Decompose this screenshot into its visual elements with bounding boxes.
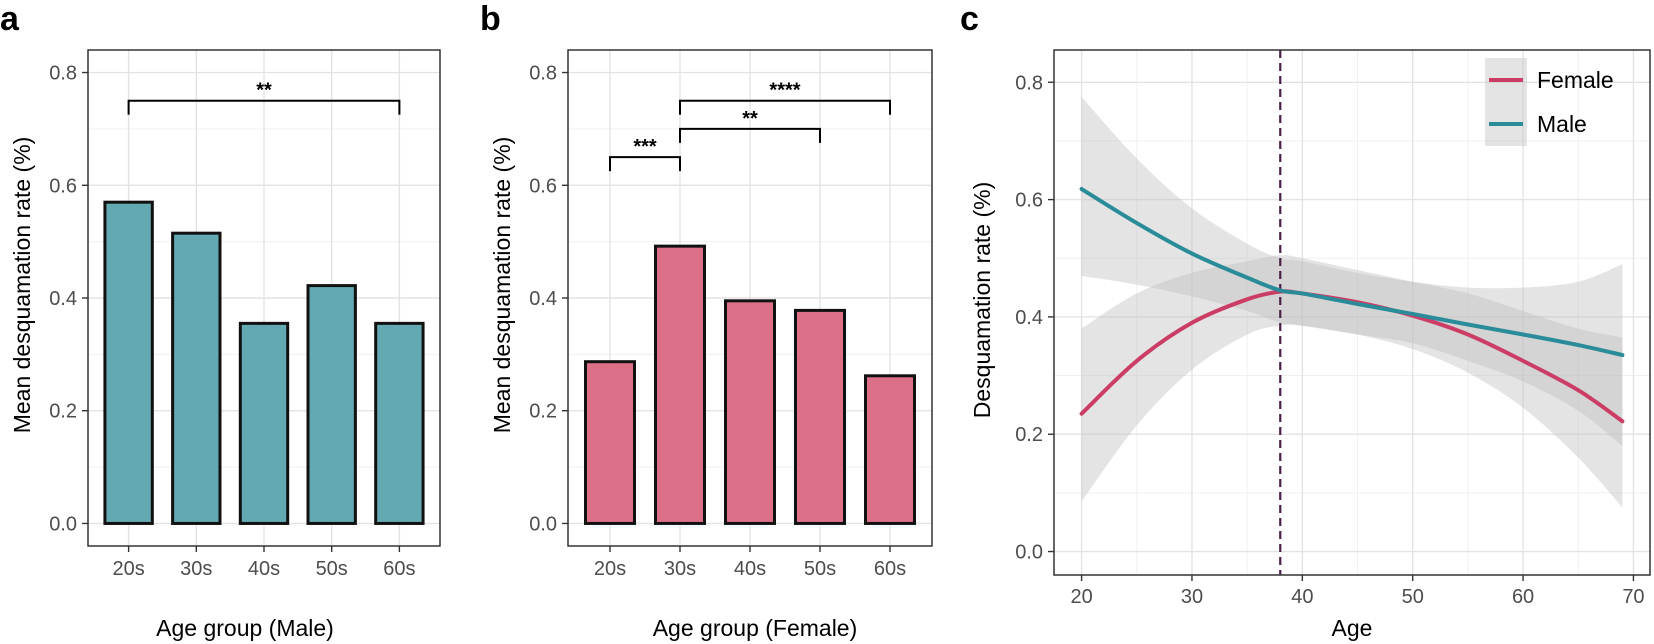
y-tick-label: 0.0	[1015, 542, 1043, 564]
x-tick-label: 30	[1181, 586, 1203, 608]
x-axis-title: Age	[1332, 615, 1373, 641]
y-tick-label: 0.6	[49, 175, 77, 197]
bar-60s	[864, 374, 916, 525]
series-lines	[1079, 187, 1625, 424]
x-tick-label: 50s	[316, 558, 348, 580]
bar-20s	[103, 200, 154, 525]
y-axis-title: Mean desquamation rate (%)	[489, 137, 515, 434]
x-tick-label: 20	[1070, 586, 1092, 608]
panel-a: a ** 0.0 0.2 0.4 0.6 0.8 20s 30s 40s 50s 60s Age…	[0, 0, 441, 641]
confidence-ribbons	[1081, 96, 1623, 508]
ci-ribbon-male	[1081, 96, 1623, 446]
bar-30s	[171, 231, 222, 525]
series-line-male	[1079, 187, 1625, 358]
y-tick-label: 0.4	[1015, 307, 1043, 329]
bars	[584, 244, 916, 525]
y-tick-label: 0.6	[1015, 190, 1043, 212]
y-tick-label: 0.8	[1015, 72, 1043, 94]
x-tick-label: 20s	[594, 558, 626, 580]
bar-40s	[724, 299, 776, 525]
y-axis-title: Desquamation rate (%)	[969, 182, 995, 419]
y-tick-label: 0.4	[49, 288, 77, 310]
significance-bracket	[679, 127, 821, 143]
y-tick-label: 0.8	[529, 63, 557, 85]
x-ticks: 20s 30s 40s 50s 60s	[594, 546, 906, 580]
x-tick-label: 40s	[734, 558, 766, 580]
significance-brackets: **	[127, 80, 401, 115]
x-tick-label: 70	[1622, 586, 1644, 608]
bar-60s	[374, 321, 425, 525]
panel-letter-a: a	[0, 0, 20, 38]
bar-30s	[654, 244, 706, 525]
y-tick-label: 0.6	[529, 175, 557, 197]
panel-c: c 0.0 0.2 0.4 0.6 0.8 20 30 40 50 60 70 Female Mal…	[960, 0, 1651, 641]
bar-40s	[238, 321, 290, 525]
bars	[103, 200, 425, 525]
plot-frame	[1053, 49, 1651, 576]
x-tick-label: 50	[1402, 586, 1424, 608]
x-axis-title: Age group (Male)	[156, 615, 334, 641]
legend-label-male: Male	[1537, 111, 1587, 137]
significance-brackets: *********	[609, 80, 891, 172]
x-tick-label: 40	[1291, 586, 1313, 608]
significance-bracket	[679, 99, 891, 115]
ci-ribbon-female	[1081, 255, 1623, 508]
y-tick-label: 0.0	[49, 513, 77, 535]
x-ticks: 20 30 40 50 60 70	[1070, 575, 1645, 608]
significance-label: **	[256, 80, 272, 102]
y-tick-label: 0.4	[529, 288, 557, 310]
x-ticks: 20s 30s 40s 50s 60s	[112, 546, 416, 580]
y-tick-label: 0.8	[49, 63, 77, 85]
y-tick-label: 0.2	[1015, 424, 1043, 446]
y-tick-label: 0.2	[529, 401, 557, 423]
y-ticks: 0.0 0.2 0.4 0.6 0.8	[1015, 72, 1054, 564]
significance-label: ****	[769, 80, 800, 102]
x-axis-title: Age group (Female)	[653, 615, 858, 641]
y-ticks: 0.0 0.2 0.4 0.6 0.8	[529, 63, 568, 535]
significance-bracket	[609, 156, 681, 172]
significance-bracket	[127, 99, 401, 115]
bar-50s	[306, 284, 357, 525]
panel-letter-c: c	[960, 0, 979, 38]
x-tick-label: 30s	[664, 558, 696, 580]
bar-50s	[794, 308, 846, 525]
significance-label: **	[742, 108, 758, 130]
x-tick-label: 20s	[112, 558, 144, 580]
panel-letter-b: b	[480, 0, 501, 38]
legend: Female Male	[1485, 58, 1614, 146]
y-tick-label: 0.2	[49, 401, 77, 423]
x-tick-label: 50s	[804, 558, 836, 580]
x-tick-label: 40s	[248, 558, 280, 580]
x-tick-label: 60s	[874, 558, 906, 580]
y-ticks: 0.0 0.2 0.4 0.6 0.8	[49, 63, 88, 535]
bar-20s	[584, 360, 636, 525]
grid	[1054, 50, 1650, 575]
panel-b: b ********* 0.00.20.40.60.8 20s 30s 40s 50s…	[480, 0, 933, 641]
y-tick-label: 0.0	[529, 513, 557, 535]
x-tick-label: 60	[1512, 586, 1534, 608]
y-axis-title: Mean desquamation rate (%)	[9, 137, 35, 434]
legend-label-female: Female	[1537, 67, 1614, 93]
x-tick-label: 60s	[383, 558, 415, 580]
x-tick-label: 30s	[180, 558, 212, 580]
significance-label: ***	[633, 136, 657, 158]
